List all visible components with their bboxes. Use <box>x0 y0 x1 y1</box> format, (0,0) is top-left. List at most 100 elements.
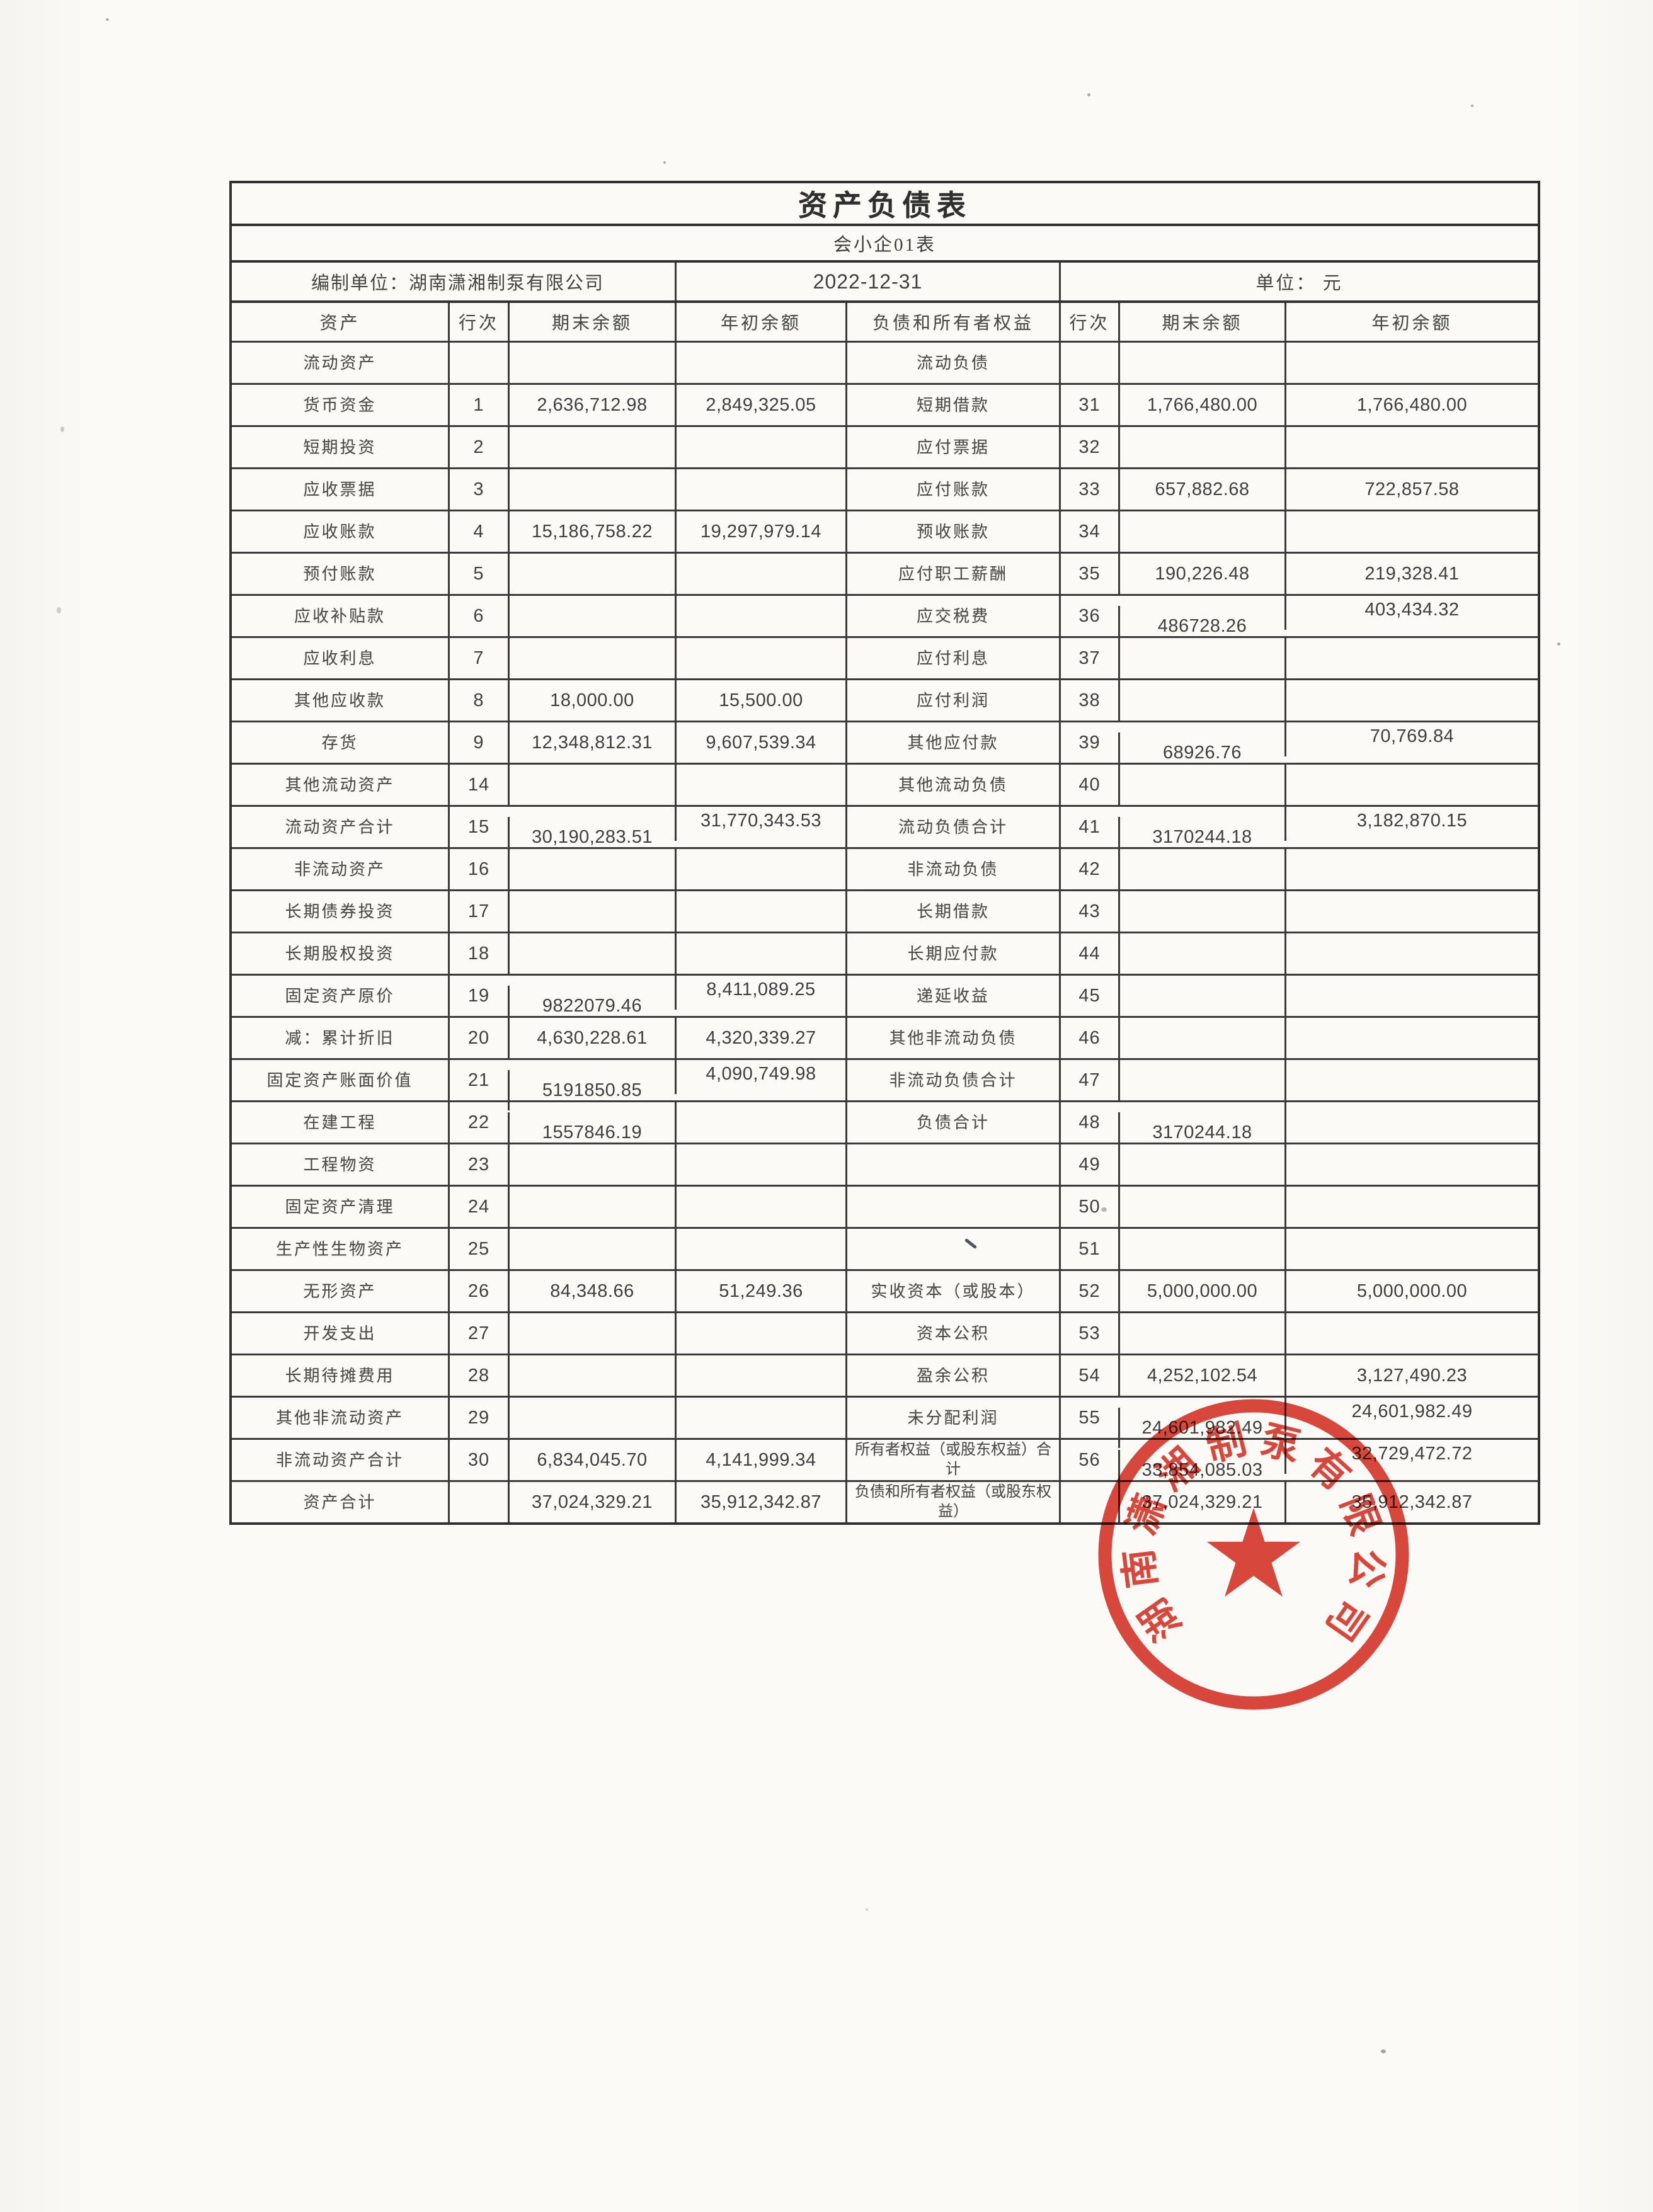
title-row: 资产负债表 <box>232 183 1538 224</box>
table-row: 预付账款 5 应付职工薪酬 35 190,226.48 219,328.41 <box>232 552 1538 594</box>
asset-ending-balance <box>508 1398 675 1438</box>
liability-line-no: 33 <box>1059 469 1118 510</box>
liability-line-no <box>1059 1482 1118 1522</box>
liability-name: 实收资本（或股本） <box>845 1271 1059 1311</box>
liability-beginning-balance <box>1284 1313 1538 1354</box>
seal-character: 司 <box>1317 1591 1375 1648</box>
asset-ending-balance <box>508 1187 675 1227</box>
seal-star-icon <box>1206 1508 1301 1597</box>
liability-name <box>845 1229 1059 1269</box>
asset-line-no <box>448 1482 508 1522</box>
table-row: 固定资产原价 19 9822079.46 8,411,089.25 递延收益 45 <box>232 969 1538 1026</box>
liability-line-no: 31 <box>1059 385 1118 425</box>
asset-beginning-balance: 31,770,343.53 <box>675 801 845 841</box>
table-row: 减：累计折旧 20 4,630,228.61 4,320,339.27 其他非流动负债 4… <box>232 1016 1538 1058</box>
liability-line-no: 37 <box>1059 638 1118 678</box>
table-row: 流动资产 流动负债 <box>232 341 1538 383</box>
asset-line-no: 7 <box>448 638 508 678</box>
liability-name: 盈余公积 <box>845 1355 1059 1396</box>
liability-name: 未分配利润 <box>845 1398 1059 1438</box>
asset-line-no: 5 <box>448 554 508 594</box>
form-code: 会小企01表 <box>833 235 936 255</box>
asset-name: 固定资产账面价值 <box>266 1071 413 1090</box>
asset-ending-balance <box>508 1229 675 1269</box>
asset-name: 固定资产清理 <box>285 1197 395 1216</box>
asset-line-no: 20 <box>448 1018 508 1058</box>
seal-character: 南 <box>1117 1546 1164 1590</box>
asset-line-no: 6 <box>448 596 508 636</box>
liability-name: 短期借款 <box>845 385 1059 425</box>
liability-ending-balance: 486728.26 <box>1118 606 1284 646</box>
liability-line-no: 34 <box>1059 511 1118 552</box>
asset-line-no: 1 <box>448 385 508 425</box>
asset-line-no: 14 <box>448 765 508 805</box>
liability-ending-balance <box>1118 976 1284 1016</box>
liability-name: 负债合计 <box>845 1102 1059 1143</box>
table-row: 在建工程 22 1557846.19 负债合计 48 3170244.18 <box>232 1100 1538 1153</box>
seal-ring <box>1098 1399 1409 1710</box>
scan-speck <box>1471 105 1473 107</box>
asset-name: 无形资产 <box>303 1282 377 1301</box>
asset-name: 其他流动资产 <box>285 775 395 794</box>
balance-sheet-table: 资产负债表 会小企01表 编制单位：湖南潇湘制泵有限公司 2022-12-31 … <box>229 181 1540 1525</box>
liability-beginning-balance <box>1284 765 1538 805</box>
liability-name <box>845 1144 1059 1185</box>
form-code-row: 会小企01表 <box>232 224 1538 260</box>
asset-beginning-balance <box>675 427 845 467</box>
asset-name: 短期投资 <box>303 438 377 457</box>
liability-beginning-balance <box>1284 1102 1538 1143</box>
table-row: 非流动资产 16 非流动负债 42 <box>232 847 1538 889</box>
table-row: 无形资产 26 84,348.66 51,249.36 实收资本（或股本） 52 5,000… <box>232 1269 1538 1311</box>
column-header-6: 行次 <box>1059 303 1118 341</box>
asset-ending-balance: 84,348.66 <box>508 1271 675 1311</box>
liability-beginning-balance <box>1284 891 1538 932</box>
liability-line-no: 36 <box>1059 596 1118 636</box>
table-row: 其他非流动资产 29 未分配利润 55 24,601,982.49 24,601,982.… <box>232 1391 1538 1448</box>
liability-name: 应交税费 <box>845 596 1059 636</box>
liability-beginning-balance <box>1284 427 1538 467</box>
table-row: 工程物资 23 49 <box>232 1143 1538 1185</box>
asset-line-no: 21 <box>448 1060 508 1100</box>
asset-name: 流动资产合计 <box>285 818 395 836</box>
asset-name: 货币资金 <box>303 396 377 414</box>
asset-name: 开发支出 <box>303 1324 377 1343</box>
liability-line-no: 42 <box>1059 849 1118 889</box>
liability-ending-balance: 4,252,102.54 <box>1118 1355 1284 1396</box>
liability-name: 流动负债 <box>845 343 1059 383</box>
liability-name: 应付利息 <box>845 638 1059 678</box>
asset-beginning-balance: 8,411,089.25 <box>675 969 845 1010</box>
asset-beginning-balance: 9,607,539.34 <box>675 722 845 763</box>
liability-line-no: 47 <box>1059 1060 1118 1100</box>
asset-beginning-balance <box>675 1229 845 1269</box>
table-row: 长期待摊费用 28 盈余公积 54 4,252,102.54 3,127,490.23 <box>232 1354 1538 1396</box>
asset-name: 长期股权投资 <box>285 944 395 963</box>
table-row: 长期股权投资 18 长期应付款 44 <box>232 932 1538 974</box>
page-title: 资产负债表 <box>798 190 971 222</box>
asset-ending-balance <box>508 933 675 974</box>
asset-name: 生产性生物资产 <box>275 1240 404 1258</box>
asset-line-no: 2 <box>448 427 508 467</box>
asset-name: 固定资产原价 <box>285 986 395 1005</box>
asset-line-no: 15 <box>448 807 508 847</box>
asset-line-no: 24 <box>448 1187 508 1227</box>
unit-label: 单位： 元 <box>1059 263 1538 300</box>
asset-beginning-balance <box>675 849 845 889</box>
liability-beginning-balance <box>1284 1229 1538 1269</box>
liability-line-no: 45 <box>1059 976 1118 1016</box>
asset-beginning-balance: 19,297,979.14 <box>675 511 845 552</box>
liability-name: 预收账款 <box>845 511 1059 552</box>
seal-character: 泵 <box>1257 1419 1305 1470</box>
liability-beginning-balance: 24,601,982.49 <box>1284 1391 1538 1432</box>
column-header-row: 资产 行次 期末余额 年初余额 负债和所有者权益 行次 期末余额 年初余额 <box>232 300 1538 341</box>
asset-name: 长期待摊费用 <box>285 1366 395 1385</box>
asset-ending-balance <box>508 891 675 932</box>
asset-line-no: 23 <box>448 1144 508 1185</box>
liability-name: 应付利润 <box>845 680 1059 721</box>
asset-beginning-balance <box>675 638 845 678</box>
liability-line-no: 46 <box>1059 1018 1118 1058</box>
scan-speck <box>60 426 64 432</box>
company-seal-stamp: 湖南潇湘制 泵有限公司 <box>1098 1399 1409 1710</box>
liability-line-no: 40 <box>1059 765 1118 805</box>
asset-beginning-balance <box>675 1102 845 1143</box>
asset-name: 流动资产 <box>303 353 377 372</box>
